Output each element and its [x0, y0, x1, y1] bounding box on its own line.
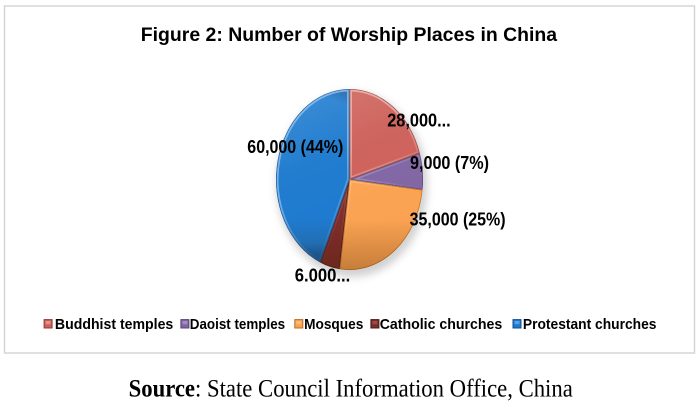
svg-text:6.000...: 6.000... [295, 265, 351, 286]
svg-text:Catholic churches: Catholic churches [380, 316, 503, 333]
svg-text:Mosques: Mosques [304, 316, 363, 333]
svg-text:Daoist temples: Daoist temples [190, 316, 285, 333]
svg-text:28,000...: 28,000... [387, 110, 451, 131]
svg-text:Buddhist temples: Buddhist temples [55, 316, 173, 333]
svg-text:Figure 2: Number of Worship Pl: Figure 2: Number of Worship Places in Ch… [141, 25, 558, 46]
svg-text:35,000 (25%): 35,000 (25%) [410, 208, 506, 229]
svg-text:Source: State Council Informat: Source: State Council Information Office… [129, 375, 573, 402]
svg-text:Protestant churches: Protestant churches [523, 316, 657, 333]
svg-text:60,000 (44%): 60,000 (44%) [247, 136, 343, 157]
svg-text:9,000 (7%): 9,000 (7%) [410, 152, 489, 173]
